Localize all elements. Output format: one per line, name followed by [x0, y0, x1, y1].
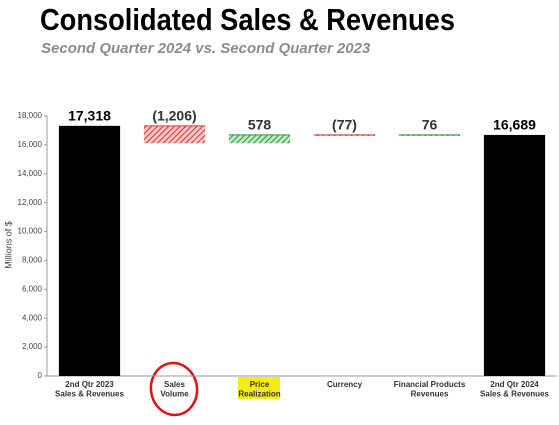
- bar: [228, 134, 291, 144]
- value-label: 16,689: [493, 117, 536, 133]
- value-label: 17,318: [68, 108, 111, 124]
- y-tick-label: 10,000: [18, 227, 43, 236]
- y-tick-label: 12,000: [18, 198, 43, 207]
- bar: [398, 134, 461, 137]
- x-tick-label: Sales & Revenues: [480, 390, 549, 399]
- y-axis-label: Millions of $: [3, 221, 13, 269]
- x-tick-label: Sales & Revenues: [55, 390, 124, 399]
- y-tick-label: 14,000: [18, 169, 43, 178]
- annotation-circle: [149, 361, 199, 417]
- value-label: (77): [332, 117, 357, 133]
- y-tick-label: 16,000: [18, 140, 43, 149]
- x-tick-label: 2nd Qtr 2023: [65, 380, 114, 389]
- bar: [313, 134, 376, 137]
- x-tick-label: Revenues: [411, 390, 449, 399]
- chart-subtitle: Second Quarter 2024 vs. Second Quarter 2…: [41, 40, 371, 57]
- y-tick-label: 18,000: [18, 111, 43, 120]
- bar: [143, 125, 206, 144]
- y-tick-label: 6,000: [22, 284, 43, 293]
- x-tick-label: Realization: [238, 390, 280, 399]
- x-tick-label: Currency: [327, 380, 363, 389]
- y-tick-label: 0: [38, 371, 43, 380]
- bar: [483, 134, 546, 376]
- y-tick-label: 4,000: [22, 313, 43, 322]
- y-tick-label: 2,000: [22, 342, 43, 351]
- value-label: 76: [422, 117, 438, 133]
- x-tick-label: Volume: [160, 390, 189, 399]
- value-label: (1,206): [152, 108, 196, 124]
- x-tick-label: Price: [250, 380, 270, 389]
- chart-title: Consolidated Sales & Revenues: [40, 2, 455, 37]
- highlight: [238, 377, 280, 399]
- x-tick-label: Sales: [164, 380, 185, 389]
- x-tick-label: 2nd Qtr 2024: [490, 380, 539, 389]
- bar: [58, 125, 121, 377]
- value-label: 578: [248, 117, 272, 133]
- y-tick-label: 8,000: [22, 256, 43, 265]
- x-tick-label: Financial Products: [394, 380, 466, 389]
